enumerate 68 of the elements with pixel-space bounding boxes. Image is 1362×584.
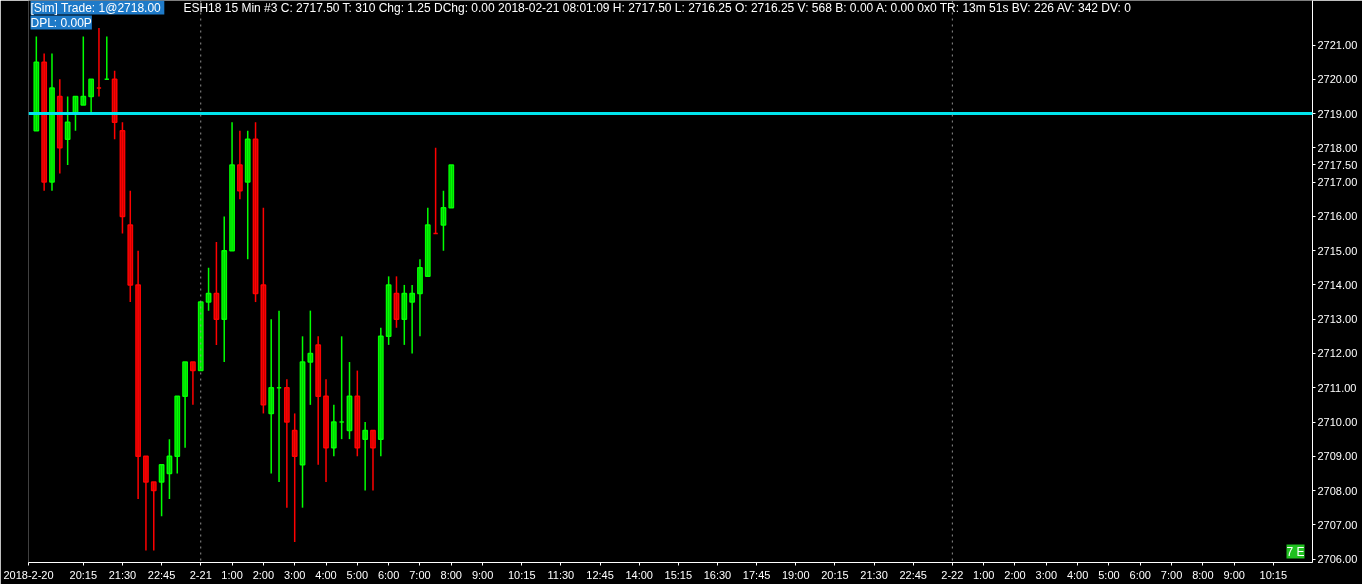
candlestick: [158, 464, 165, 517]
y-tick-label: 2718.00: [1317, 141, 1358, 154]
x-tick-label: 7:00: [1160, 568, 1183, 581]
y-tick-label: 2706.00: [1317, 553, 1358, 566]
x-tick-label: 14:00: [625, 568, 653, 581]
x-tick-label: 5:00: [346, 568, 369, 581]
x-tick-label: 22:45: [899, 568, 927, 581]
y-tick-label: 2713.00: [1317, 313, 1358, 326]
candlestick: [440, 189, 447, 252]
x-tick-label: 1:00: [972, 568, 995, 581]
y-tick-label: 2714.00: [1317, 278, 1358, 291]
candlestick: [362, 421, 369, 492]
x-tick-label: 8:00: [1192, 568, 1214, 581]
y-tick-label: 2717.00: [1317, 176, 1358, 189]
x-tick-label: 10:15: [1259, 568, 1288, 581]
x-tick-label: 6:00: [1129, 568, 1151, 581]
candlestick: [409, 284, 416, 355]
x-tick-label: 2-22: [941, 568, 964, 581]
annotation: ESH18 15 Min #3 C: 2717.50 T: 310 Chg: 1.25 DChg: 0.00 2018-02-21 08:01:09 H: 2717.50 L: 2716.25 O: 2716.25 V: 568 B: 0.00 A: 0.00 0x0 TR: 13m 51s BV: 226 AV: 342 DV: 0: [183, 0, 1132, 15]
x-tick-label: 2:00: [1004, 568, 1026, 581]
x-tick-label: 16:30: [703, 568, 732, 581]
candlestick: [88, 78, 95, 115]
x-tick-label: 4:00: [315, 568, 337, 581]
y-tick-label: 2716.00: [1317, 210, 1358, 223]
x-tick-label: 2:00: [252, 568, 275, 581]
y-tick-label: 2721.00: [1317, 39, 1358, 52]
x-tick-label: 19:00: [782, 568, 810, 581]
y-tick-label: 2717.50: [1317, 158, 1358, 171]
x-tick-label: 22:45: [147, 568, 176, 581]
x-tick-label: 9:00: [1223, 568, 1245, 581]
y-tick-label: 2711.00: [1317, 381, 1357, 394]
x-tick-label: 2018-2-20: [3, 568, 54, 581]
x-tick-label: 21:30: [108, 568, 137, 581]
x-tick-label: 20:15: [69, 568, 98, 581]
x-tick-label: 2-21: [189, 568, 212, 581]
x-tick-label: 12:45: [586, 568, 614, 581]
y-tick-label: 2710.00: [1317, 416, 1358, 428]
y-tick-label: 2709.00: [1317, 450, 1358, 463]
y-tick-label: 2707.00: [1317, 518, 1358, 531]
candlestick: [80, 35, 87, 106]
y-tick-label: 2715.00: [1317, 244, 1358, 257]
x-tick-label: 21:30: [860, 568, 888, 581]
x-tick-label: 5:00: [1098, 568, 1120, 581]
x-tick-label: 20:15: [821, 568, 849, 581]
x-tick-label: 15:15: [664, 568, 693, 581]
annotation: 7 E: [1286, 544, 1305, 559]
x-tick-label: 1:00: [221, 568, 243, 581]
candlestick: [64, 95, 71, 166]
candlestick: [370, 429, 376, 492]
candlestick: [307, 309, 314, 406]
y-tick-label: 2719.00: [1317, 107, 1358, 120]
x-tick-label: 3:00: [283, 568, 306, 581]
x-tick-label: 3:00: [1035, 568, 1058, 581]
x-tick-label: 17:45: [742, 568, 771, 581]
candlestick: [150, 481, 157, 552]
annotation: [Sim] Trade: 1@2718.00: [30, 0, 162, 15]
y-tick-label: 2708.00: [1317, 484, 1358, 497]
candlestick: [190, 361, 196, 406]
x-tick-label: 11:30: [547, 568, 575, 581]
x-tick-label: 8:00: [440, 568, 462, 581]
annotation: DPL: 0.00P: [30, 15, 92, 30]
y-tick-label: 2720.00: [1317, 73, 1358, 86]
x-tick-label: 4:00: [1066, 568, 1089, 581]
x-tick-label: 10:15: [507, 568, 536, 581]
x-tick-label: 9:00: [471, 568, 494, 581]
x-tick-label: 6:00: [377, 568, 400, 581]
y-tick-label: 2712.00: [1317, 347, 1358, 360]
x-tick-label: 7:00: [409, 568, 431, 581]
